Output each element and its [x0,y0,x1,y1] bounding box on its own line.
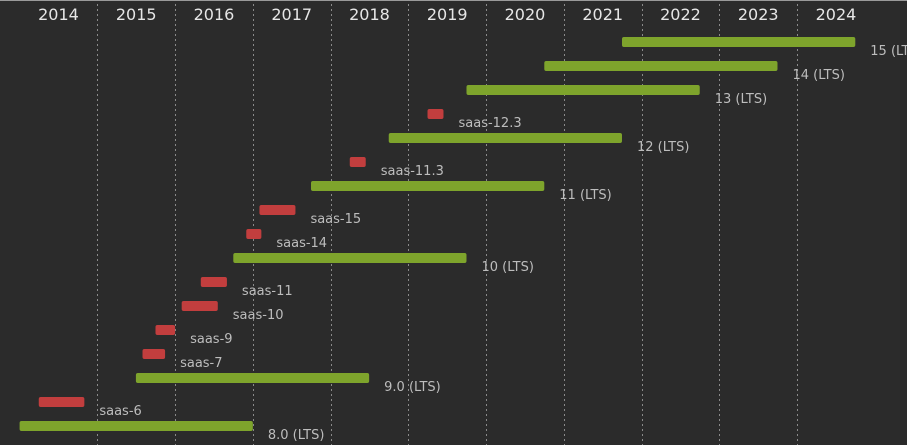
bar-label: saas-11 [242,284,293,299]
saas-bar [155,325,176,335]
bar-label: 15 (LTS) [870,44,907,59]
lts-bar [466,85,700,95]
x-tick-label: 2020 [505,5,546,24]
saas-bar [181,301,218,311]
bar-label: saas-9 [190,332,232,347]
saas-bar [427,109,444,119]
x-tick-label: 2021 [582,5,623,24]
bar-label: 12 (LTS) [637,140,689,155]
bar-label: saas-10 [233,308,284,323]
bar-label: 8.0 (LTS) [268,428,325,443]
lts-bar [233,253,467,263]
bar-label: 10 (LTS) [481,260,533,275]
lts-bar [388,133,622,143]
bar-label: 11 (LTS) [559,188,611,203]
bar-label: saas-14 [276,236,327,251]
x-tick-label: 2015 [116,5,157,24]
bar-label: saas-12.3 [458,116,521,131]
x-axis-tick-labels: 2014 2015 2016 2017 2018 2019 2020 2021 2022 2023… [38,5,856,24]
lts-bar [621,37,856,47]
bar-label: saas-7 [180,356,222,371]
x-tick-label: 2019 [427,5,468,24]
x-tick-label: 2023 [738,5,779,24]
saas-bar [246,229,262,239]
bar-label: saas-6 [99,404,141,419]
bar-label: 13 (LTS) [715,92,767,107]
saas-bar [259,205,296,215]
saas-bar [142,349,166,359]
bar-label: 9.0 (LTS) [384,380,441,395]
bar-label: saas-11.3 [381,164,444,179]
lts-bar [544,61,778,71]
x-tick-label: 2022 [660,5,701,24]
lts-bar [310,181,545,191]
saas-bar [200,277,227,287]
x-tick-label: 2016 [194,5,235,24]
lts-bar [19,421,253,431]
x-tick-label: 2024 [816,5,857,24]
bar-label: 14 (LTS) [792,68,844,83]
saas-bar [38,397,85,407]
x-tick-label: 2018 [349,5,390,24]
x-tick-label: 2017 [271,5,312,24]
grid-lines [97,4,798,445]
saas-bar [349,157,366,167]
lts-bar [135,373,370,383]
release-bars: 15 (LTS) 14 (LTS) 13 (LTS) saas-12.3 12 (LTS… [19,37,907,443]
x-tick-label: 2014 [38,5,79,24]
bar-label: saas-15 [310,212,361,227]
